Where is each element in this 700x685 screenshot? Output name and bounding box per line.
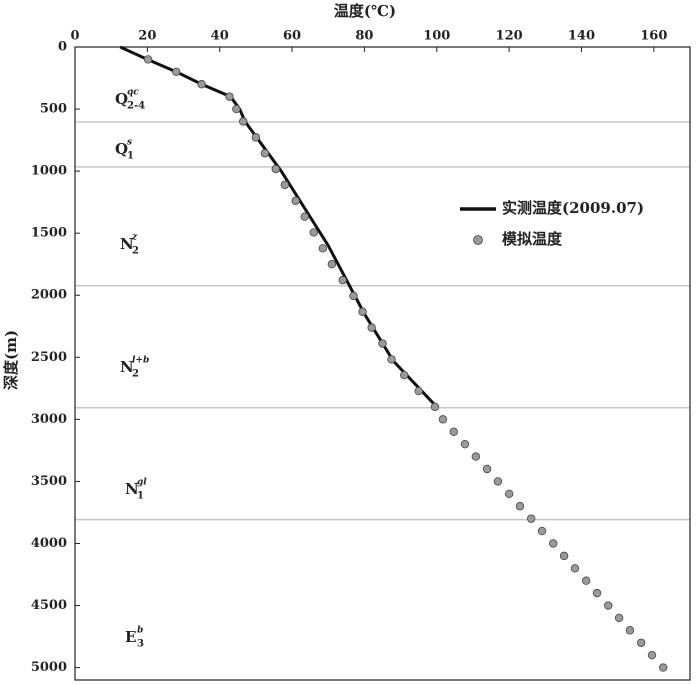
simulated-point — [549, 539, 558, 548]
simulated-point — [318, 244, 328, 253]
x-tick-label: 40 — [211, 29, 229, 44]
simulated-point — [449, 427, 458, 436]
layer-base: E — [125, 628, 136, 646]
simulated-point — [271, 164, 280, 174]
simulated-point — [570, 564, 580, 573]
plot-frame — [74, 46, 691, 681]
legend-label: 实测温度(2009.07) — [502, 199, 644, 217]
layer-label: Qqc 2-4 — [115, 88, 145, 112]
simulated-point — [400, 370, 409, 380]
simulated-point — [493, 477, 503, 486]
y-tick-label: 5000 — [31, 660, 67, 675]
layer-sub: 2 — [132, 369, 139, 380]
simulated-point — [460, 439, 470, 449]
simulated-point — [378, 339, 387, 348]
y-tick-label: 2000 — [31, 288, 67, 303]
simulated-point — [260, 149, 270, 158]
simulated-point — [414, 386, 423, 396]
layer-sup: l+b — [132, 356, 149, 366]
layer-sub: 2 — [132, 246, 139, 257]
simulated-point — [504, 489, 514, 499]
simulated-point — [559, 551, 569, 561]
layer-sub: 3 — [137, 639, 144, 650]
layer-label: Qs 1 — [115, 138, 134, 162]
layer-base: N — [120, 235, 134, 253]
x-axis-label: 温度(℃) — [334, 2, 396, 20]
layer-sub: 1 — [137, 491, 144, 502]
simulated-point — [225, 92, 234, 101]
layer-base: Q — [115, 90, 128, 108]
simulated-point — [309, 228, 318, 237]
layer-base: Q — [115, 140, 128, 158]
y-tick-label: 2500 — [31, 350, 67, 365]
simulated-point — [300, 212, 309, 221]
legend-dot — [473, 235, 483, 245]
simulated-point — [367, 323, 376, 332]
y-tick-label: 3000 — [31, 412, 67, 427]
simulated-point — [537, 526, 547, 536]
simulated-point — [197, 80, 206, 89]
layer-label: Nl+b 2 — [120, 356, 149, 380]
layer-sup: z — [131, 233, 138, 243]
simulated-point — [387, 355, 396, 364]
x-tick-label: 60 — [283, 29, 301, 44]
y-tick-label: 3500 — [31, 474, 67, 489]
layer-sup: qc — [127, 88, 139, 98]
y-tick-label: 1500 — [31, 226, 67, 241]
layer-sub: 2-4 — [127, 101, 145, 112]
simulated-point — [604, 601, 613, 610]
simulated-point — [349, 291, 358, 301]
simulated-point — [143, 55, 153, 64]
simulated-point — [659, 663, 668, 672]
simulated-point — [515, 502, 525, 511]
simulated-point — [358, 307, 367, 316]
y-tick-label: 4000 — [31, 536, 67, 551]
simulated-point — [625, 626, 635, 635]
x-tick-label: 20 — [138, 29, 156, 44]
simulated-point — [338, 275, 347, 285]
simulated-point — [172, 67, 181, 77]
simulated-point — [280, 180, 290, 190]
y-tick-label: 4500 — [31, 598, 67, 613]
layer-label: Nz 2 — [120, 233, 139, 257]
simulated-point — [239, 117, 248, 126]
simulated-point — [636, 638, 646, 647]
simulated-point — [251, 133, 261, 142]
layer-sup: b — [137, 626, 143, 636]
x-tick-label: 80 — [355, 29, 373, 44]
simulated-point — [327, 260, 337, 269]
simulated-point — [647, 650, 657, 660]
layer-label: Ngl 1 — [125, 478, 147, 502]
layer-base: N — [120, 358, 134, 376]
simulated-point — [581, 576, 591, 585]
y-tick-label: 1000 — [31, 164, 67, 179]
y-tick-label: 500 — [40, 102, 67, 117]
layer-sup: gl — [137, 478, 147, 488]
simulated-point — [438, 415, 448, 424]
x-tick-label: 100 — [423, 29, 450, 44]
x-tick-label: 0 — [70, 29, 79, 44]
x-tick-label: 120 — [496, 29, 523, 44]
layer-base: N — [125, 480, 139, 498]
y-axis-label: 深度(m) — [2, 330, 20, 390]
simulated-point — [614, 613, 624, 623]
simulated-point — [526, 514, 536, 523]
measured-line — [119, 45, 438, 408]
simulated-point — [291, 196, 300, 205]
x-tick-label: 160 — [640, 29, 667, 44]
layer-sup: s — [127, 138, 132, 148]
x-tick-label: 140 — [568, 29, 595, 44]
simulated-point — [482, 464, 492, 474]
legend-label: 模拟温度 — [502, 230, 563, 248]
simulated-point — [430, 402, 440, 412]
simulated-point — [232, 104, 241, 114]
y-tick-label: 0 — [58, 40, 67, 55]
layer-sub: 1 — [127, 151, 134, 162]
simulated-point — [592, 588, 602, 598]
simulated-point — [471, 452, 481, 461]
